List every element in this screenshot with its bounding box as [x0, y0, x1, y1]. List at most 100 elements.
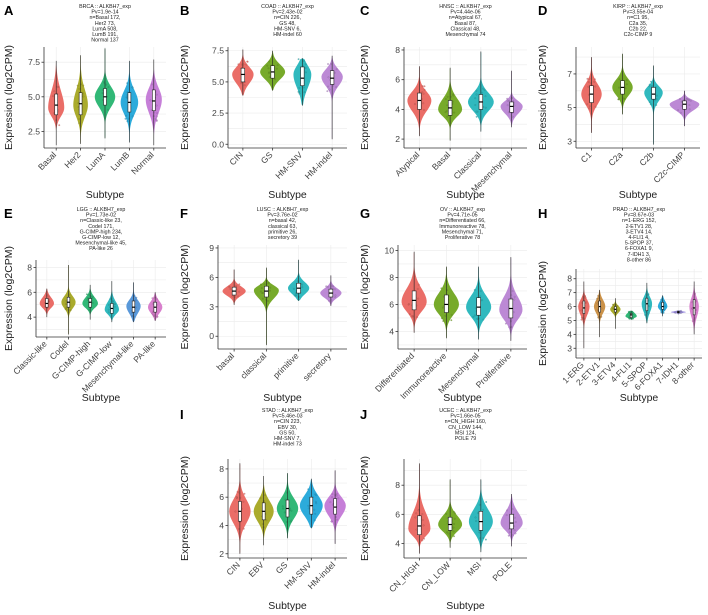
subtitle-line: CN_LOW 144, — [448, 425, 482, 431]
subtitle-line: n=CN_HIGH 160, — [445, 419, 487, 425]
jitter-point — [650, 80, 652, 83]
jitter-point — [151, 297, 154, 300]
jitter-point — [259, 290, 262, 293]
y-axis-title: Expression (log2CPM) — [537, 45, 549, 150]
jitter-point — [326, 285, 329, 288]
subtitle-line: Pv=3.76e-02 — [267, 213, 297, 219]
jitter-point — [111, 300, 114, 303]
jitter-point — [237, 295, 240, 298]
jitter-point — [421, 513, 424, 516]
jitter-point — [416, 316, 418, 319]
jitter-point — [600, 315, 603, 318]
jitter-point — [596, 297, 599, 300]
subtitle-line: Mesenchymal 71, — [442, 229, 484, 235]
jitter-point — [421, 85, 424, 88]
jitter-point — [282, 507, 285, 510]
panel-letter: D — [538, 3, 547, 18]
jitter-point — [511, 508, 514, 511]
y-tick-label: 6 — [27, 287, 32, 297]
jitter-point — [453, 111, 456, 114]
jitter-point — [242, 500, 245, 503]
jitter-point — [476, 317, 479, 320]
jitter-point — [415, 528, 418, 531]
jitter-point — [627, 310, 630, 313]
jitter-point — [506, 97, 509, 100]
jitter-point — [290, 519, 293, 522]
x-tick-label: C2a — [606, 150, 624, 168]
subtitle-line: HNSC :: ALKBH7_exp — [439, 4, 491, 10]
jitter-point — [332, 84, 335, 87]
jitter-point — [107, 308, 110, 311]
x-tick-label: CIN — [227, 150, 245, 168]
jitter-point — [335, 68, 338, 71]
y-axis-title: Expression (log2CPM) — [179, 45, 191, 150]
subtitle-line: Her2 73, — [95, 21, 115, 27]
jitter-point — [304, 63, 307, 66]
jitter-point — [135, 296, 138, 299]
jitter-point — [513, 295, 516, 298]
subtitle-line: Classical 48, — [450, 26, 480, 32]
box-mesenchymal — [509, 101, 514, 113]
jitter-point — [47, 295, 50, 298]
y-tick-label: 5.0 — [28, 92, 40, 102]
jitter-point — [585, 301, 588, 304]
box-c2b — [651, 87, 656, 100]
jitter-point — [106, 108, 109, 111]
x-tick-label: Her2 — [62, 150, 82, 170]
jitter-point — [677, 109, 680, 112]
box-hm-snv — [300, 66, 305, 86]
jitter-point — [236, 490, 239, 493]
subtitle-line: n=CIN 226, — [274, 15, 301, 21]
jitter-point — [234, 510, 237, 513]
x-axis-title: Subtype — [82, 392, 121, 404]
jitter-point — [618, 78, 621, 81]
jitter-point — [238, 290, 241, 293]
jitter-point — [276, 64, 279, 67]
panel-c: C HNSC :: ALKBH7_expPv=4.44e-06n=Atypical… — [359, 3, 527, 201]
jitter-point — [90, 296, 93, 299]
jitter-point — [440, 287, 443, 290]
jitter-point — [417, 297, 420, 300]
jitter-point — [85, 293, 88, 296]
box-c2c-cimp — [682, 100, 687, 110]
subtitle-line: Pv=1.73e-02 — [86, 213, 116, 219]
jitter-point — [304, 66, 307, 69]
y-axis-title: Expression (log2CPM) — [3, 45, 15, 150]
jitter-point — [237, 527, 240, 530]
jitter-point — [616, 309, 619, 312]
jitter-point — [327, 85, 330, 88]
jitter-point — [240, 63, 243, 66]
jitter-point — [695, 309, 697, 311]
jitter-point — [475, 110, 478, 113]
jitter-point — [694, 292, 696, 295]
jitter-point — [445, 110, 448, 112]
y-axis-title: Expression (log2CPM) — [359, 45, 371, 150]
jitter-point — [507, 111, 510, 114]
box-pole — [509, 514, 514, 530]
panel-letter: H — [538, 206, 547, 221]
subtitle-line: LUSC :: ALKBH7_exp — [257, 207, 309, 213]
jitter-point — [296, 280, 299, 283]
subtitle-line: LGG :: ALKBH7_exp — [77, 207, 126, 213]
jitter-point — [417, 509, 420, 512]
box-mesenchymal-like — [131, 300, 136, 313]
y-tick-label: 9 — [209, 243, 214, 253]
jitter-point — [234, 296, 237, 299]
jitter-point — [484, 106, 487, 109]
box-basal — [54, 93, 58, 116]
jitter-point — [587, 85, 590, 88]
panel-g: G OV :: ALKBH7_expPv=4.71e-05n=Differenti… — [359, 206, 527, 404]
jitter-point — [334, 288, 337, 291]
jitter-point — [315, 502, 318, 505]
subtitle-line: Pv=3.55e-04 — [623, 10, 653, 16]
jitter-point — [408, 313, 411, 316]
x-axis-title: Subtype — [446, 600, 485, 612]
subtitle-line: primitive 26, — [268, 229, 297, 235]
subtitle-line: 3-ETV4 14, — [626, 229, 653, 235]
jitter-point — [588, 105, 591, 108]
jitter-point — [314, 500, 317, 503]
subtitle-line: UCEC :: ALKBH7_exp — [439, 408, 491, 414]
y-tick-label: 3 — [567, 136, 572, 146]
